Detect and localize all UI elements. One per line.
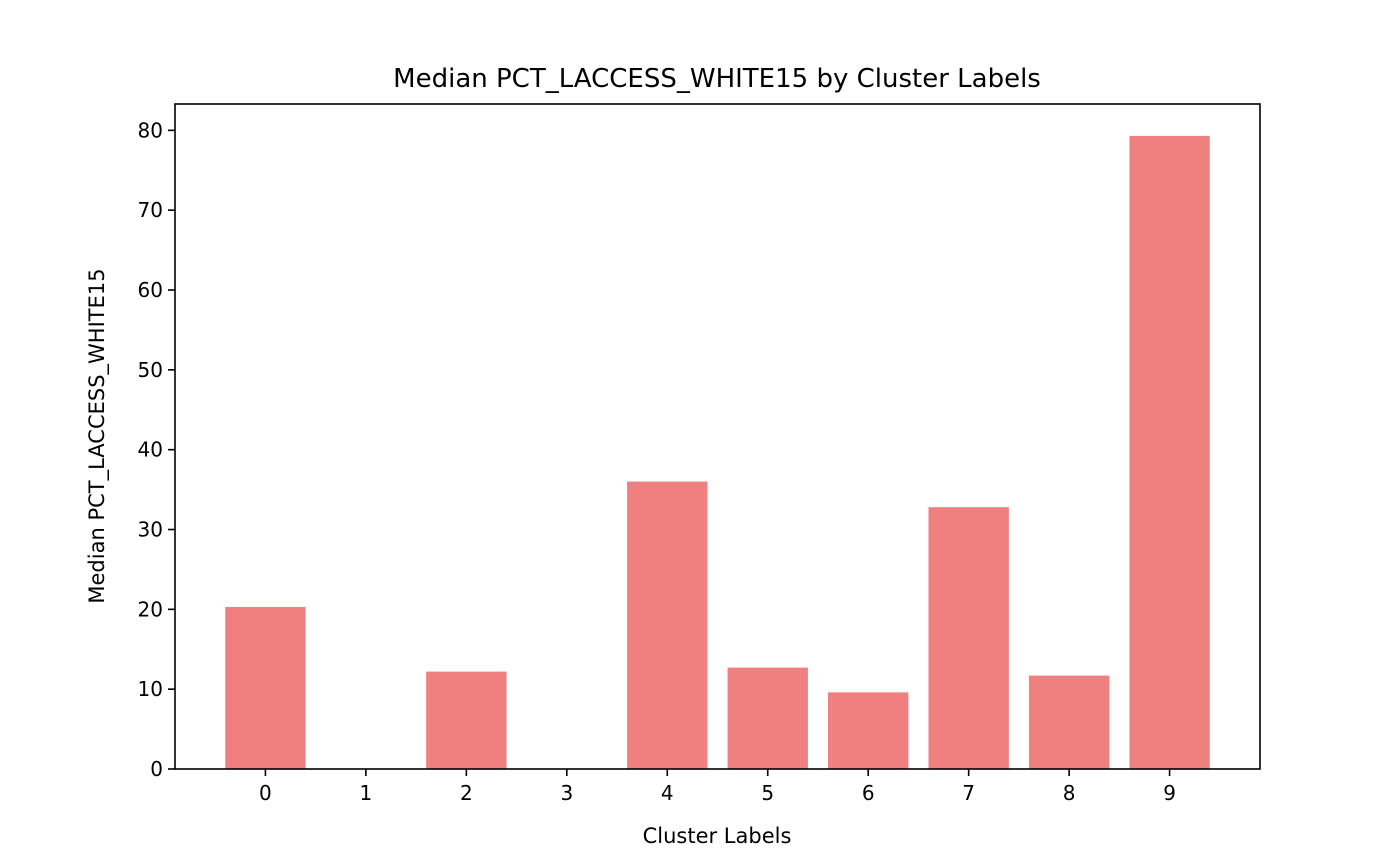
y-tick-label: 30 [138, 518, 163, 542]
y-tick-label: 50 [138, 358, 163, 382]
x-tick-label: 9 [1163, 781, 1176, 805]
x-tick-label: 2 [460, 781, 473, 805]
x-tick-label: 7 [962, 781, 975, 805]
y-axis: 0 10 20 30 40 50 60 70 80 [138, 118, 175, 781]
x-tick-label: 8 [1063, 781, 1076, 805]
x-tick-label: 3 [560, 781, 573, 805]
plot-frame [174, 103, 1261, 770]
bar-cluster-0 [225, 606, 306, 769]
bar-cluster-8 [1028, 675, 1110, 769]
x-tick-label: 6 [862, 781, 875, 805]
y-axis-label: Median PCT_LACCESS_WHITE15 [85, 268, 110, 603]
bar-cluster-9 [1129, 135, 1210, 770]
x-tick-label: 5 [761, 781, 774, 805]
x-tick-label: 1 [360, 781, 373, 805]
y-tick-label: 70 [138, 198, 163, 222]
bar-cluster-4 [627, 481, 708, 769]
bar-cluster-2 [426, 671, 507, 769]
bars-group [225, 135, 1210, 770]
x-axis: 0 1 2 3 4 5 6 7 8 9 [259, 769, 1176, 805]
x-axis-label: Cluster Labels [643, 824, 792, 848]
y-tick-label: 10 [138, 677, 163, 701]
y-tick-label: 60 [138, 278, 163, 302]
chart-title: Median PCT_LACCESS_WHITE15 by Cluster La… [393, 64, 1041, 94]
y-tick-label: 20 [138, 597, 163, 621]
y-tick-label: 40 [138, 438, 163, 462]
bar-cluster-5 [727, 667, 808, 769]
bar-cluster-7 [928, 507, 1009, 769]
y-tick-label: 80 [138, 118, 163, 142]
x-tick-label: 4 [661, 781, 674, 805]
x-tick-label: 0 [259, 781, 272, 805]
bar-cluster-6 [828, 692, 909, 769]
y-tick-label: 0 [150, 757, 163, 781]
